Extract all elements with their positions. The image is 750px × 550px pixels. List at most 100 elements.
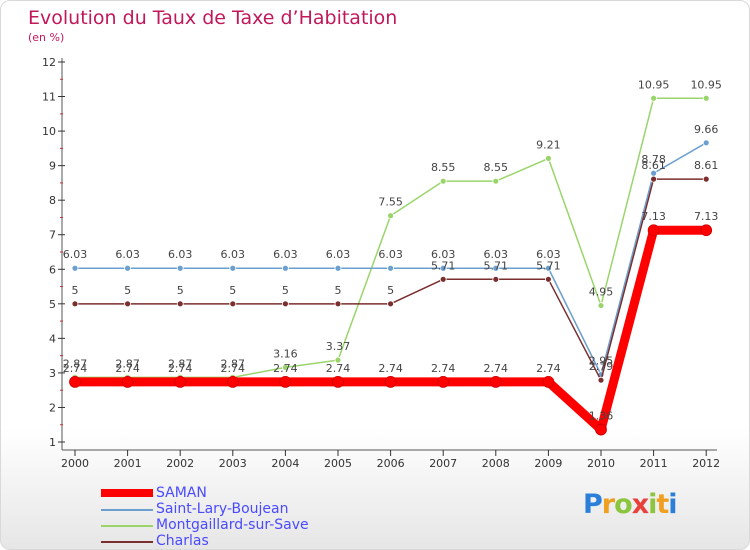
data-label-0: 2.74 bbox=[431, 362, 456, 375]
data-point-3 bbox=[702, 175, 710, 183]
data-label-0: 7.13 bbox=[641, 210, 666, 223]
data-point-2 bbox=[492, 177, 500, 185]
data-point-0 bbox=[647, 224, 660, 237]
data-label-3: 5.71 bbox=[484, 259, 509, 272]
data-point-0 bbox=[437, 375, 450, 388]
data-label-3: 5.71 bbox=[536, 259, 561, 272]
data-label-1: 6.03 bbox=[221, 248, 246, 261]
data-label-2: 8.55 bbox=[431, 161, 456, 174]
data-point-1 bbox=[229, 264, 237, 272]
data-point-0 bbox=[121, 375, 134, 388]
data-label-2: 2.87 bbox=[63, 357, 88, 370]
data-label-3: 5.71 bbox=[431, 259, 456, 272]
data-label-1: 6.03 bbox=[484, 248, 509, 261]
data-label-1: 6.03 bbox=[273, 248, 298, 261]
data-point-3 bbox=[387, 300, 395, 308]
logo-letter: i bbox=[648, 489, 657, 520]
data-point-2 bbox=[702, 94, 710, 102]
legend-item-saman: SAMAN bbox=[101, 485, 361, 502]
data-label-3: 5 bbox=[229, 284, 236, 297]
data-point-0 bbox=[700, 224, 713, 237]
y-tick-label: 1 bbox=[49, 436, 56, 449]
data-label-1: 6.03 bbox=[326, 248, 351, 261]
data-point-2 bbox=[281, 363, 289, 371]
data-label-1: 6.03 bbox=[536, 248, 561, 261]
data-label-1: 8.78 bbox=[641, 153, 666, 166]
data-point-3 bbox=[334, 300, 342, 308]
data-label-0: 2.74 bbox=[536, 362, 561, 375]
data-label-0: 2.74 bbox=[378, 362, 403, 375]
data-point-1 bbox=[334, 264, 342, 272]
data-point-3 bbox=[650, 175, 657, 183]
legend-label-montgaillard-sur-save: Montgaillard-sur-Save bbox=[156, 517, 309, 533]
data-point-0 bbox=[384, 375, 397, 388]
data-point-2 bbox=[597, 302, 605, 309]
data-point-3 bbox=[597, 376, 605, 384]
y-tick-label: 9 bbox=[49, 160, 56, 173]
data-label-3: 5 bbox=[177, 284, 184, 297]
x-tick-label: 2011 bbox=[640, 457, 668, 470]
data-point-1 bbox=[176, 264, 184, 272]
x-tick-label: 2007 bbox=[429, 457, 457, 470]
y-tick-label: 2 bbox=[49, 401, 56, 414]
data-label-2: 2.87 bbox=[168, 357, 193, 370]
logo-letter: t bbox=[656, 489, 669, 520]
legend-label-saman: SAMAN bbox=[156, 485, 207, 501]
legend-item-charlas: Charlas bbox=[101, 533, 361, 549]
x-tick-label: 2010 bbox=[587, 457, 615, 470]
data-label-3: 5 bbox=[387, 284, 394, 297]
x-tick-label: 2005 bbox=[324, 457, 352, 470]
data-label-2: 3.16 bbox=[273, 347, 298, 360]
legend-label-charlas: Charlas bbox=[156, 533, 209, 549]
data-label-0: 2.74 bbox=[115, 362, 140, 375]
logo-letter: o bbox=[614, 489, 633, 520]
x-tick-label: 2003 bbox=[219, 457, 247, 470]
data-label-1: 9.66 bbox=[694, 123, 719, 136]
x-tick-label: 2004 bbox=[271, 457, 299, 470]
data-point-3 bbox=[229, 300, 237, 308]
data-point-1 bbox=[702, 139, 710, 147]
data-point-0 bbox=[489, 375, 502, 388]
data-point-3 bbox=[545, 275, 552, 283]
logo-letter: i bbox=[668, 489, 677, 520]
series-line-3 bbox=[74, 178, 707, 381]
data-label-0: 2.74 bbox=[326, 362, 351, 375]
legend-swatch-charlas bbox=[101, 541, 153, 543]
y-tick-label: 5 bbox=[49, 298, 56, 311]
logo-letter: x bbox=[631, 489, 649, 520]
data-point-3 bbox=[176, 300, 184, 308]
x-tick-label: 2006 bbox=[377, 457, 405, 470]
data-point-3 bbox=[439, 275, 447, 283]
x-tick-label: 2002 bbox=[166, 457, 194, 470]
data-point-3 bbox=[124, 300, 131, 308]
data-point-1 bbox=[492, 264, 500, 272]
data-label-3: 2.79 bbox=[589, 360, 614, 373]
chart-subtitle: (en %) bbox=[28, 31, 65, 44]
y-tick-label: 4 bbox=[49, 332, 56, 345]
data-label-0: 2.74 bbox=[484, 362, 509, 375]
legend-label-saint-lary-boujean: Saint-Lary-Boujean bbox=[156, 501, 289, 517]
data-point-1 bbox=[439, 264, 447, 272]
data-label-1: 6.03 bbox=[168, 248, 193, 261]
legend-item-saint-lary-boujean: Saint-Lary-Boujean bbox=[101, 501, 361, 518]
data-point-2 bbox=[650, 94, 657, 102]
data-point-1 bbox=[387, 264, 395, 272]
data-label-2: 8.55 bbox=[484, 161, 509, 174]
logo-letter: r bbox=[601, 489, 615, 520]
data-point-2 bbox=[439, 177, 447, 185]
legend-swatch-saint-lary-boujean bbox=[101, 509, 153, 511]
logo-letter: P bbox=[583, 489, 603, 520]
data-label-3: 5 bbox=[282, 284, 289, 297]
y-tick-label: 10 bbox=[42, 125, 56, 138]
data-point-0 bbox=[69, 375, 81, 388]
data-label-1: 6.03 bbox=[63, 248, 88, 261]
chart-title: Evolution du Taux de Taxe d’Habitation bbox=[28, 7, 398, 29]
data-point-1 bbox=[124, 264, 131, 272]
legend: SAMAN Saint-Lary-Boujean Montgaillard-su… bbox=[101, 485, 361, 549]
x-tick-label: 2000 bbox=[61, 457, 89, 470]
data-point-3 bbox=[281, 300, 289, 308]
y-tick-label: 11 bbox=[42, 91, 56, 104]
data-label-2: 10.95 bbox=[638, 78, 670, 91]
data-label-2: 3.37 bbox=[326, 340, 351, 353]
